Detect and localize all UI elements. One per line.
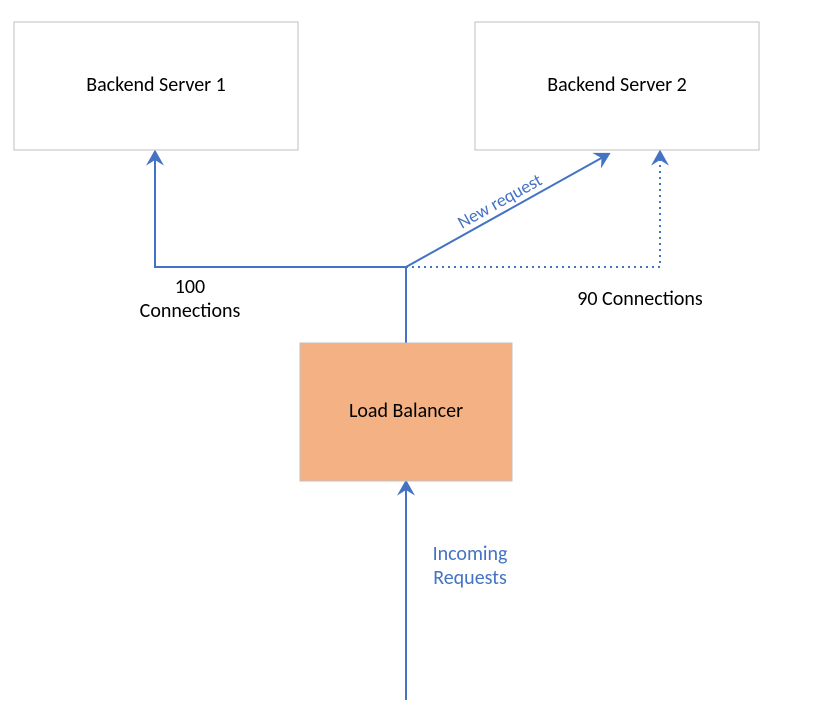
label-conn_b1: 100Connections	[140, 275, 241, 323]
label-line: 100	[175, 275, 205, 299]
label-line: 90 Connections	[577, 287, 703, 311]
label-line: Requests	[433, 566, 507, 590]
label-incoming_label: IncomingRequests	[433, 542, 508, 590]
label-line: Connections	[140, 299, 241, 323]
diagram-canvas: New request Backend Server 1 Backend Serve…	[0, 0, 826, 711]
edge-label-lb_to_b2_new: New request	[454, 169, 546, 234]
node-label-backend1: Backend Server 1	[86, 73, 226, 97]
node-label-loadbalancer: Load Balancer	[349, 399, 463, 423]
node-label-backend2: Backend Server 2	[547, 73, 687, 97]
label-conn_b2: 90 Connections	[577, 287, 703, 311]
label-line: Incoming	[433, 542, 508, 566]
edge-lb_to_b2_new	[406, 156, 605, 267]
